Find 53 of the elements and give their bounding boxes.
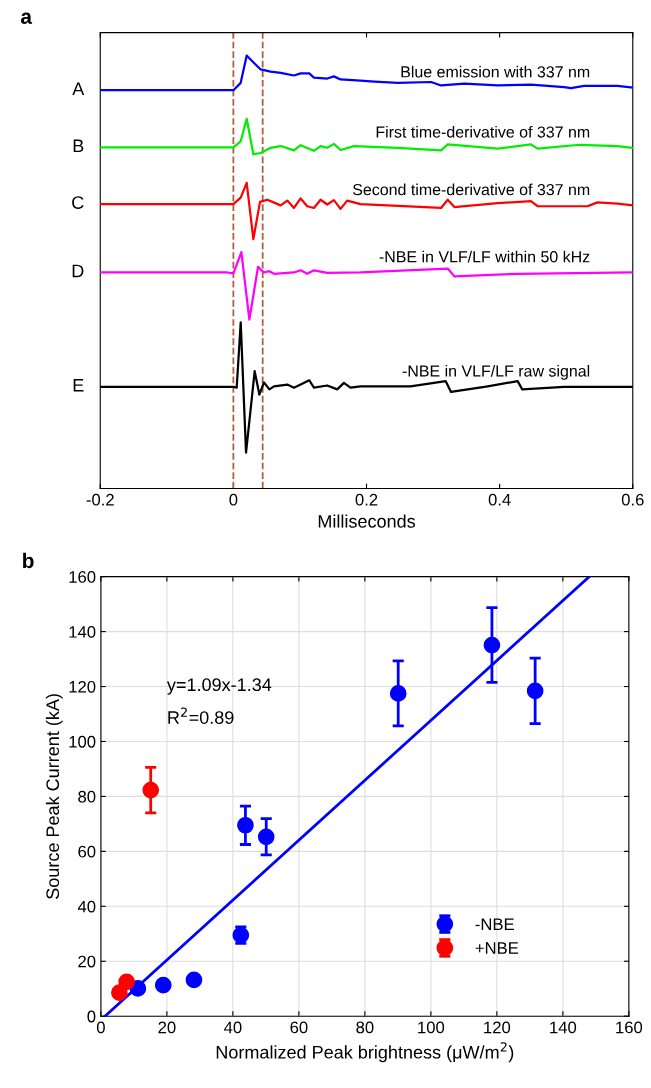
x-tick-label: 0: [229, 493, 238, 506]
annotation: First time-derivative of 337 nm: [376, 125, 590, 138]
y-tick-label: 20: [78, 955, 96, 968]
y-tick-label: 40: [77, 900, 96, 913]
y-tick-label: 100: [69, 735, 96, 748]
x-tick-label: 0.2: [355, 493, 378, 506]
y-axis-title: Source Peak Current (kA): [45, 694, 63, 899]
annotation: Second time-derivative of 337 nm: [352, 183, 590, 196]
x-tick-label: 0: [96, 1021, 105, 1034]
x-tick-label: 160: [616, 1021, 643, 1034]
annotation: -NBE in VLF/LF raw signal: [402, 364, 590, 380]
series-label: C: [72, 196, 84, 209]
x-axis-title: Milliseconds: [318, 514, 416, 528]
legend-label: -NBE: [475, 918, 514, 930]
point: [237, 816, 254, 834]
x-tick-label: 20: [158, 1021, 176, 1034]
y-tick-label: 160: [69, 571, 96, 583]
series-label: A: [72, 82, 85, 95]
x-tick-label: 80: [356, 1021, 374, 1034]
x-tick-label: 0.4: [488, 493, 511, 506]
point: [389, 685, 407, 702]
legend-label: +NBE: [475, 942, 519, 954]
series-label: B: [73, 139, 84, 153]
point: [257, 828, 275, 846]
chart-title: a: [20, 12, 33, 24]
y-tick-label: 120: [69, 680, 96, 693]
x-tick-label: 140: [550, 1021, 577, 1034]
annotation: R$^{2}$=0.89: [168, 707, 234, 724]
y-tick-label: 0: [87, 1010, 96, 1023]
series-label: D: [72, 264, 84, 278]
x-tick-label: 100: [418, 1021, 445, 1034]
point: [111, 984, 128, 1001]
y-tick-label: 140: [69, 625, 96, 638]
x-axis-title: Normalized Peak brightness (μW/m$^{2}$): [216, 1042, 514, 1063]
y-tick-label: 60: [78, 845, 96, 858]
x-tick-label: 0.6: [621, 493, 644, 506]
x-tick-label: 40: [224, 1021, 242, 1034]
x-tick-label: 120: [484, 1021, 511, 1034]
point: [129, 980, 147, 997]
x-tick-label: 60: [290, 1021, 308, 1034]
point: [142, 781, 160, 799]
chart-title: b: [23, 552, 34, 569]
annotation: -NBE in VLF/LF within 50 kHz: [379, 250, 590, 263]
series-label: E: [73, 379, 84, 392]
point: [526, 682, 544, 700]
annotation: y=1.09x-1.34: [166, 678, 272, 695]
x-tick-label: -0.2: [86, 493, 114, 506]
point: [154, 976, 172, 994]
point: [185, 971, 203, 989]
y-tick-label: 80: [78, 790, 96, 803]
point: [483, 636, 501, 654]
annotation: Blue emission with 337 nm: [401, 65, 590, 78]
point: [118, 973, 135, 991]
